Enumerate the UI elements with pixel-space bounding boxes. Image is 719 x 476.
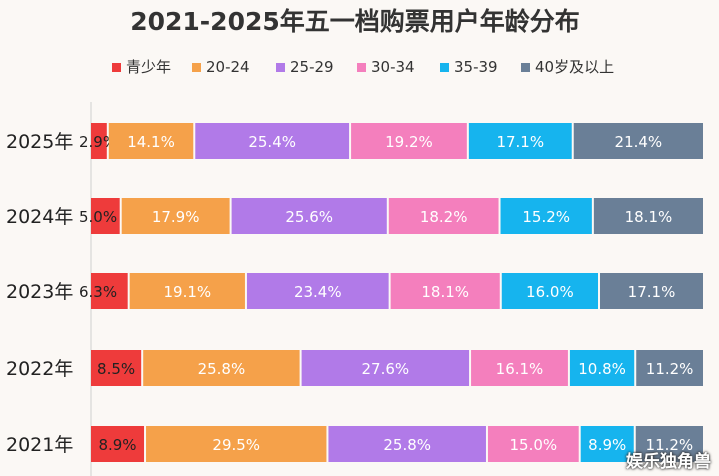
legend-swatch bbox=[276, 63, 285, 72]
legend: 青少年 20-24 25-29 30-34 35-39 40岁及以上 bbox=[112, 58, 614, 76]
legend-swatch bbox=[521, 63, 530, 72]
bar-segment bbox=[91, 350, 142, 386]
bar-segment bbox=[146, 426, 327, 462]
bar-segment bbox=[91, 426, 145, 462]
data-label: 29.5% bbox=[212, 436, 260, 454]
category-label: 2023年 bbox=[6, 281, 73, 303]
data-label: 23.4% bbox=[294, 283, 342, 301]
data-label: 25.8% bbox=[383, 436, 431, 454]
data-label: 16.0% bbox=[526, 283, 574, 301]
bar-segment bbox=[246, 273, 389, 309]
data-label: 15.2% bbox=[522, 208, 570, 226]
bar-segment bbox=[471, 350, 568, 386]
bar-segment bbox=[129, 273, 245, 309]
legend-label: 25-29 bbox=[290, 58, 334, 76]
data-label: 8.9% bbox=[98, 436, 136, 454]
legend-swatch bbox=[112, 63, 121, 72]
data-label: 11.2% bbox=[646, 360, 694, 378]
data-label: 5.0% bbox=[79, 208, 117, 226]
data-label: 8.9% bbox=[588, 436, 626, 454]
data-label: 27.6% bbox=[362, 360, 410, 378]
data-label: 2.9% bbox=[79, 133, 117, 151]
bar-segment bbox=[328, 426, 486, 462]
data-label: 11.2% bbox=[646, 436, 694, 454]
bar-segment bbox=[487, 426, 579, 462]
data-label: 21.4% bbox=[615, 133, 663, 151]
category-label: 2024年 bbox=[6, 206, 73, 228]
data-label: 19.1% bbox=[163, 283, 211, 301]
bar-segment bbox=[231, 198, 387, 234]
data-label: 18.1% bbox=[421, 283, 469, 301]
data-label: 6.3% bbox=[79, 283, 117, 301]
data-label: 17.9% bbox=[152, 208, 200, 226]
chart-title: 2021-2025年五一档购票用户年龄分布 bbox=[130, 7, 580, 36]
legend-swatch bbox=[357, 63, 366, 72]
bar-rows: 2025年 2.9% 14.1% 25.4% 19.2% 17.1% 21.4% 2024年 5… bbox=[6, 123, 703, 462]
bar-segment bbox=[351, 123, 467, 159]
data-label: 14.1% bbox=[127, 133, 175, 151]
data-label: 16.1% bbox=[496, 360, 544, 378]
data-label: 18.1% bbox=[625, 208, 673, 226]
legend-label: 青少年 bbox=[126, 58, 171, 76]
bar-segment bbox=[108, 123, 194, 159]
bar-segment bbox=[593, 198, 703, 234]
data-label: 8.5% bbox=[97, 360, 135, 378]
bar-segment bbox=[573, 123, 703, 159]
bar-segment bbox=[121, 198, 230, 234]
bar-segment bbox=[500, 198, 592, 234]
data-label: 25.4% bbox=[248, 133, 296, 151]
bar-segment bbox=[600, 273, 703, 309]
legend-label: 20-24 bbox=[206, 58, 250, 76]
data-label: 17.1% bbox=[628, 283, 676, 301]
bar-segment bbox=[195, 123, 350, 159]
bar-segment bbox=[569, 350, 635, 386]
data-label: 15.0% bbox=[510, 436, 558, 454]
bar-segment bbox=[636, 350, 703, 386]
category-label: 2021年 bbox=[6, 434, 73, 456]
category-label: 2025年 bbox=[6, 131, 73, 153]
data-label: 17.1% bbox=[496, 133, 544, 151]
bar-segment bbox=[91, 198, 120, 234]
bar-segment bbox=[91, 123, 107, 159]
data-label: 25.8% bbox=[198, 360, 246, 378]
bar-segment bbox=[91, 273, 128, 309]
legend-swatch bbox=[440, 63, 449, 72]
bar-segment bbox=[143, 350, 300, 386]
bar-segment bbox=[580, 426, 634, 462]
data-label: 19.2% bbox=[385, 133, 433, 151]
legend-label: 35-39 bbox=[454, 58, 498, 76]
category-label: 2022年 bbox=[6, 358, 73, 380]
data-label: 10.8% bbox=[578, 360, 626, 378]
watermark-text: 娱乐独角兽 bbox=[626, 452, 711, 472]
data-label: 18.2% bbox=[420, 208, 468, 226]
bar-segment bbox=[390, 273, 500, 309]
bar-segment bbox=[468, 123, 572, 159]
bar-segment bbox=[301, 350, 470, 386]
bar-segment bbox=[388, 198, 499, 234]
data-label: 25.6% bbox=[285, 208, 333, 226]
legend-swatch bbox=[192, 63, 201, 72]
legend-label: 30-34 bbox=[371, 58, 415, 76]
legend-label: 40岁及以上 bbox=[535, 58, 614, 76]
bar-segment bbox=[501, 273, 599, 309]
bar-segment bbox=[635, 426, 703, 462]
